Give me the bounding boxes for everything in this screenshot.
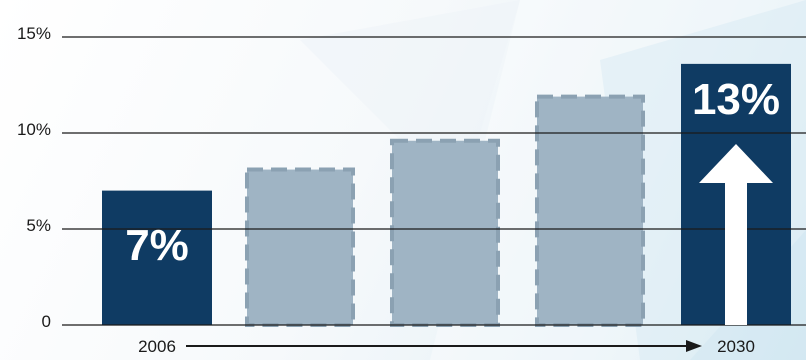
bar-2 [390, 138, 500, 327]
y-tick-label-1: 5% [26, 216, 51, 235]
x-label-start: 2006 [138, 337, 176, 356]
bar-3 [535, 94, 645, 327]
y-tick-label-0: 0 [42, 312, 51, 331]
y-tick-label-2: 10% [17, 120, 51, 139]
data-label-4: 13% [692, 75, 780, 124]
up-arrow [699, 144, 773, 325]
data-label-0: 7% [125, 221, 189, 270]
x-label-end: 2030 [717, 337, 755, 356]
bar-0 [102, 190, 212, 325]
bar-1 [245, 167, 355, 327]
timeline-arrow-head [686, 340, 702, 352]
y-tick-label-3: 15% [17, 24, 51, 43]
